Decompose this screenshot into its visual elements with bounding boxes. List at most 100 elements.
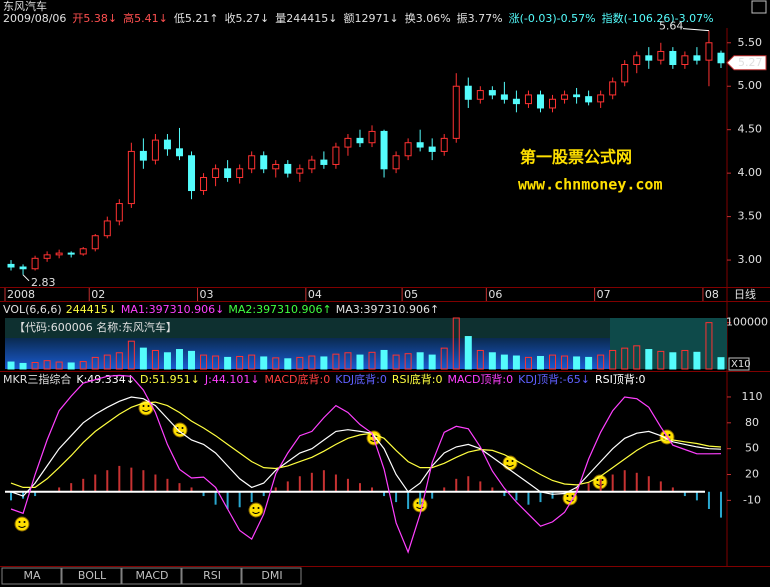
candle-body	[115, 203, 123, 222]
candle-body	[657, 50, 665, 61]
indicator-header-item: MACD顶背:0	[447, 372, 513, 386]
volume-bar	[392, 354, 400, 370]
indicator-header-item: D:51.951↓	[140, 373, 200, 386]
candle-body	[224, 168, 232, 178]
candle-body	[55, 252, 63, 256]
candle-body	[175, 148, 183, 157]
candle-body	[31, 257, 39, 270]
tab-bar: MA BOLL MACD RSI DMI	[1, 567, 302, 585]
x-tick-label: 07	[597, 288, 611, 301]
volume-info: 【代码:600006 名称:东风汽车】	[14, 320, 177, 334]
volume-header-item: MA1:397310.906↓	[121, 303, 224, 316]
tab-label[interactable]: RSI	[203, 569, 221, 582]
volume-bar	[175, 349, 183, 370]
volume-bar	[488, 352, 496, 370]
candle-body	[260, 155, 268, 170]
candle-body	[524, 94, 532, 105]
candle-body	[79, 248, 87, 255]
volume-bar	[31, 362, 39, 370]
low-pointer	[22, 274, 30, 282]
candle-body	[127, 150, 135, 205]
indicator-line	[10, 374, 722, 554]
tab-label[interactable]: MACD	[136, 569, 169, 582]
candle-body	[585, 96, 593, 103]
volume-bar	[67, 362, 75, 370]
volume-bar	[500, 354, 508, 370]
volume-bar	[127, 340, 135, 370]
volume-bar	[536, 355, 544, 370]
last-price-label: 5.27	[738, 56, 763, 69]
volume-bar	[248, 354, 256, 370]
tab[interactable]	[121, 567, 182, 585]
candle-body	[609, 81, 617, 96]
candle-body	[597, 94, 605, 103]
y-tick-label: 20	[745, 468, 759, 481]
x-tick-label: 08	[705, 288, 719, 301]
volume-bar	[657, 350, 665, 370]
candle-body	[19, 266, 27, 270]
indicator-header-item: K:49.334↓	[76, 373, 135, 386]
volume-bar	[296, 356, 304, 370]
indicator-header-item: KDJ顶背:-65↓	[518, 372, 590, 386]
volume-bar	[609, 349, 617, 370]
info-item: 换3.06%	[405, 11, 451, 25]
volume-bar	[705, 322, 713, 370]
high-pointer	[682, 28, 709, 32]
candle-body	[308, 159, 316, 170]
tab-label[interactable]: BOLL	[78, 569, 107, 582]
volume-bar	[597, 354, 605, 370]
y-tick-label: 100000	[726, 316, 768, 329]
candle-body	[621, 64, 629, 83]
candle-body	[705, 42, 713, 61]
indicator-header-item: RSI底背:0	[392, 372, 443, 386]
candle-body	[440, 137, 448, 152]
volume-bar	[7, 361, 15, 370]
candle-body	[248, 155, 256, 170]
x-tick-label: 02	[91, 288, 105, 301]
tab[interactable]	[241, 567, 302, 585]
tab[interactable]	[1, 567, 62, 585]
x-tick-label: 03	[200, 288, 214, 301]
info-item: 额12971↓	[344, 12, 399, 25]
volume-bar	[428, 354, 436, 370]
volume-header-item: MA3:397310.906↑	[336, 303, 439, 316]
candle-body	[404, 142, 412, 157]
high-label: 5.64	[659, 20, 684, 33]
tab-label[interactable]: MA	[23, 569, 40, 582]
tab-label[interactable]: DMI	[261, 569, 282, 582]
candle-body	[344, 137, 352, 148]
candle-body	[392, 155, 400, 170]
candle-body	[188, 155, 196, 192]
period-label: 日线	[734, 287, 756, 301]
volume-bar	[717, 357, 725, 370]
info-item: 涨(-0.03)-0.57%	[509, 12, 596, 25]
volume-bar	[669, 352, 677, 370]
candle-body	[476, 90, 484, 100]
x-tick-label: 05	[404, 288, 418, 301]
candle-body	[356, 137, 364, 144]
y-tick-label: 80	[745, 416, 759, 429]
y-tick-label: -10	[743, 493, 761, 506]
volume-bar	[512, 355, 520, 370]
close-box[interactable]	[751, 0, 767, 14]
volume-bar	[356, 354, 364, 370]
volume-bar	[524, 356, 532, 370]
tab[interactable]	[61, 567, 122, 585]
candle-body	[488, 90, 496, 96]
candle-body	[536, 94, 544, 109]
candle-body	[212, 168, 220, 178]
candle-body	[368, 130, 376, 144]
y-tick-label: 4.00	[738, 166, 763, 179]
candle-body	[633, 55, 641, 66]
volume-bar	[440, 347, 448, 370]
indicator-header-item: J:44.101↓	[204, 373, 260, 386]
frame	[0, 28, 770, 567]
candle-body	[236, 168, 244, 178]
candle-body	[139, 150, 147, 161]
tab[interactable]	[181, 567, 242, 585]
volume-bar	[464, 336, 472, 370]
volume-bar	[284, 358, 292, 370]
candle-body	[452, 85, 460, 139]
